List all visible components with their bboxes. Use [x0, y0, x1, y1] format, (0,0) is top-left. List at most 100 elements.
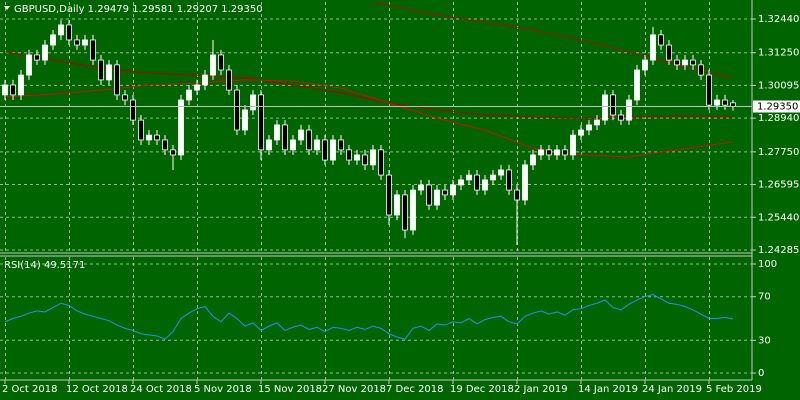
menu-arrow: [4, 6, 10, 10]
candle-body: [50, 34, 56, 46]
candle-body: [106, 64, 112, 81]
candle-body: [506, 169, 512, 191]
indicator-title: RSI(14) 49.5171: [4, 260, 85, 271]
candle-body: [714, 99, 720, 106]
x-tick-label: 24 Oct 2018: [130, 384, 192, 395]
candle-body: [338, 139, 344, 151]
candle-body: [66, 24, 72, 41]
x-tick-label: 2 Oct 2018: [2, 384, 57, 395]
candle-body: [634, 69, 640, 101]
candle-body: [722, 99, 728, 106]
candle-body: [122, 94, 128, 101]
y-tick-label: 1.26595: [758, 180, 799, 191]
candle-body: [618, 114, 624, 121]
candle-body: [650, 34, 656, 61]
candle-body: [74, 39, 80, 46]
candle-body: [210, 54, 216, 76]
candle-body: [418, 184, 424, 191]
candle-body: [490, 174, 496, 181]
y-tick-label: 1.31250: [758, 48, 799, 59]
x-tick-label: 27 Nov 2018: [322, 384, 386, 395]
candle-body: [82, 39, 88, 46]
candle-body: [410, 189, 416, 231]
candle-body: [202, 74, 208, 86]
moving-average: [371, 2, 734, 79]
candle-body: [394, 194, 400, 216]
candle-body: [690, 59, 696, 66]
candle-body: [386, 174, 392, 216]
candle-body: [482, 179, 488, 191]
candle-body: [402, 194, 408, 231]
candle-body: [554, 149, 560, 156]
candle-body: [626, 99, 632, 121]
candle-body: [546, 149, 552, 156]
candle-body: [578, 129, 584, 136]
candle-body: [250, 94, 256, 111]
y-tick-label: 1.27750: [758, 147, 799, 158]
candle-body: [322, 139, 328, 161]
candle-body: [642, 59, 648, 71]
candle-body: [378, 149, 384, 176]
moving-average: [4, 51, 734, 119]
x-tick-label: 12 Oct 2018: [66, 384, 128, 395]
candle-body: [266, 139, 272, 151]
candle-body: [138, 119, 144, 141]
y-tick-label: 1.25440: [758, 212, 799, 223]
candle-body: [610, 94, 616, 116]
x-tick-label: 5 Feb 2019: [706, 384, 762, 395]
candle-body: [218, 54, 224, 71]
indicator-line: [4, 293, 734, 340]
last-price-label: 1.29350: [757, 102, 798, 113]
candle-body: [730, 102, 736, 107]
candle-body: [146, 134, 152, 141]
candle-body: [682, 59, 688, 66]
candle-body: [2, 84, 8, 96]
candle-body: [562, 149, 568, 156]
plot-area: [4, 293, 734, 340]
candle-body: [706, 74, 712, 106]
y-tick-label: 1.32440: [758, 14, 799, 25]
candle-body: [18, 74, 24, 96]
candle-body: [90, 39, 96, 61]
y-tick-label: 0: [758, 368, 764, 379]
y-tick-label: 1.30095: [758, 80, 799, 91]
candle-body: [226, 69, 232, 91]
candle-body: [522, 164, 528, 201]
candle-body: [178, 99, 184, 156]
candle-body: [34, 54, 40, 61]
plot-area: [2, 2, 736, 246]
x-tick-label: 7 Dec 2018: [386, 384, 444, 395]
candle-body: [538, 149, 544, 156]
candle-body: [354, 154, 360, 161]
candle-body: [130, 99, 136, 121]
candle-body: [306, 129, 312, 151]
x-tick-label: 19 Dec 2018: [450, 384, 514, 395]
candle-body: [274, 124, 280, 141]
candle-body: [458, 179, 464, 186]
candle-body: [570, 134, 576, 156]
y-tick-label: 30: [758, 335, 771, 346]
candle-body: [346, 149, 352, 161]
moving-average: [4, 79, 734, 158]
y-tick-label: 1.24285: [758, 245, 799, 256]
x-tick-label: 14 Jan 2019: [578, 384, 638, 395]
candle-body: [298, 129, 304, 141]
candle-body: [242, 109, 248, 131]
candle-body: [258, 94, 264, 151]
candle-body: [658, 34, 664, 46]
candle-body: [170, 149, 176, 156]
candle-body: [666, 44, 672, 61]
candle-body: [330, 139, 336, 161]
candle-body: [450, 184, 456, 196]
candle-body: [114, 64, 120, 96]
candle-body: [42, 44, 48, 61]
candle-body: [466, 174, 472, 181]
candle-body: [474, 174, 480, 191]
candle-body: [594, 119, 600, 126]
candle-body: [514, 189, 520, 201]
candle-body: [58, 24, 64, 36]
chart-title: GBPUSD,Daily 1.29479 1.29581 1.29207 1.2…: [14, 4, 263, 15]
x-tick-label: 5 Nov 2018: [194, 384, 252, 395]
candle-body: [234, 89, 240, 131]
